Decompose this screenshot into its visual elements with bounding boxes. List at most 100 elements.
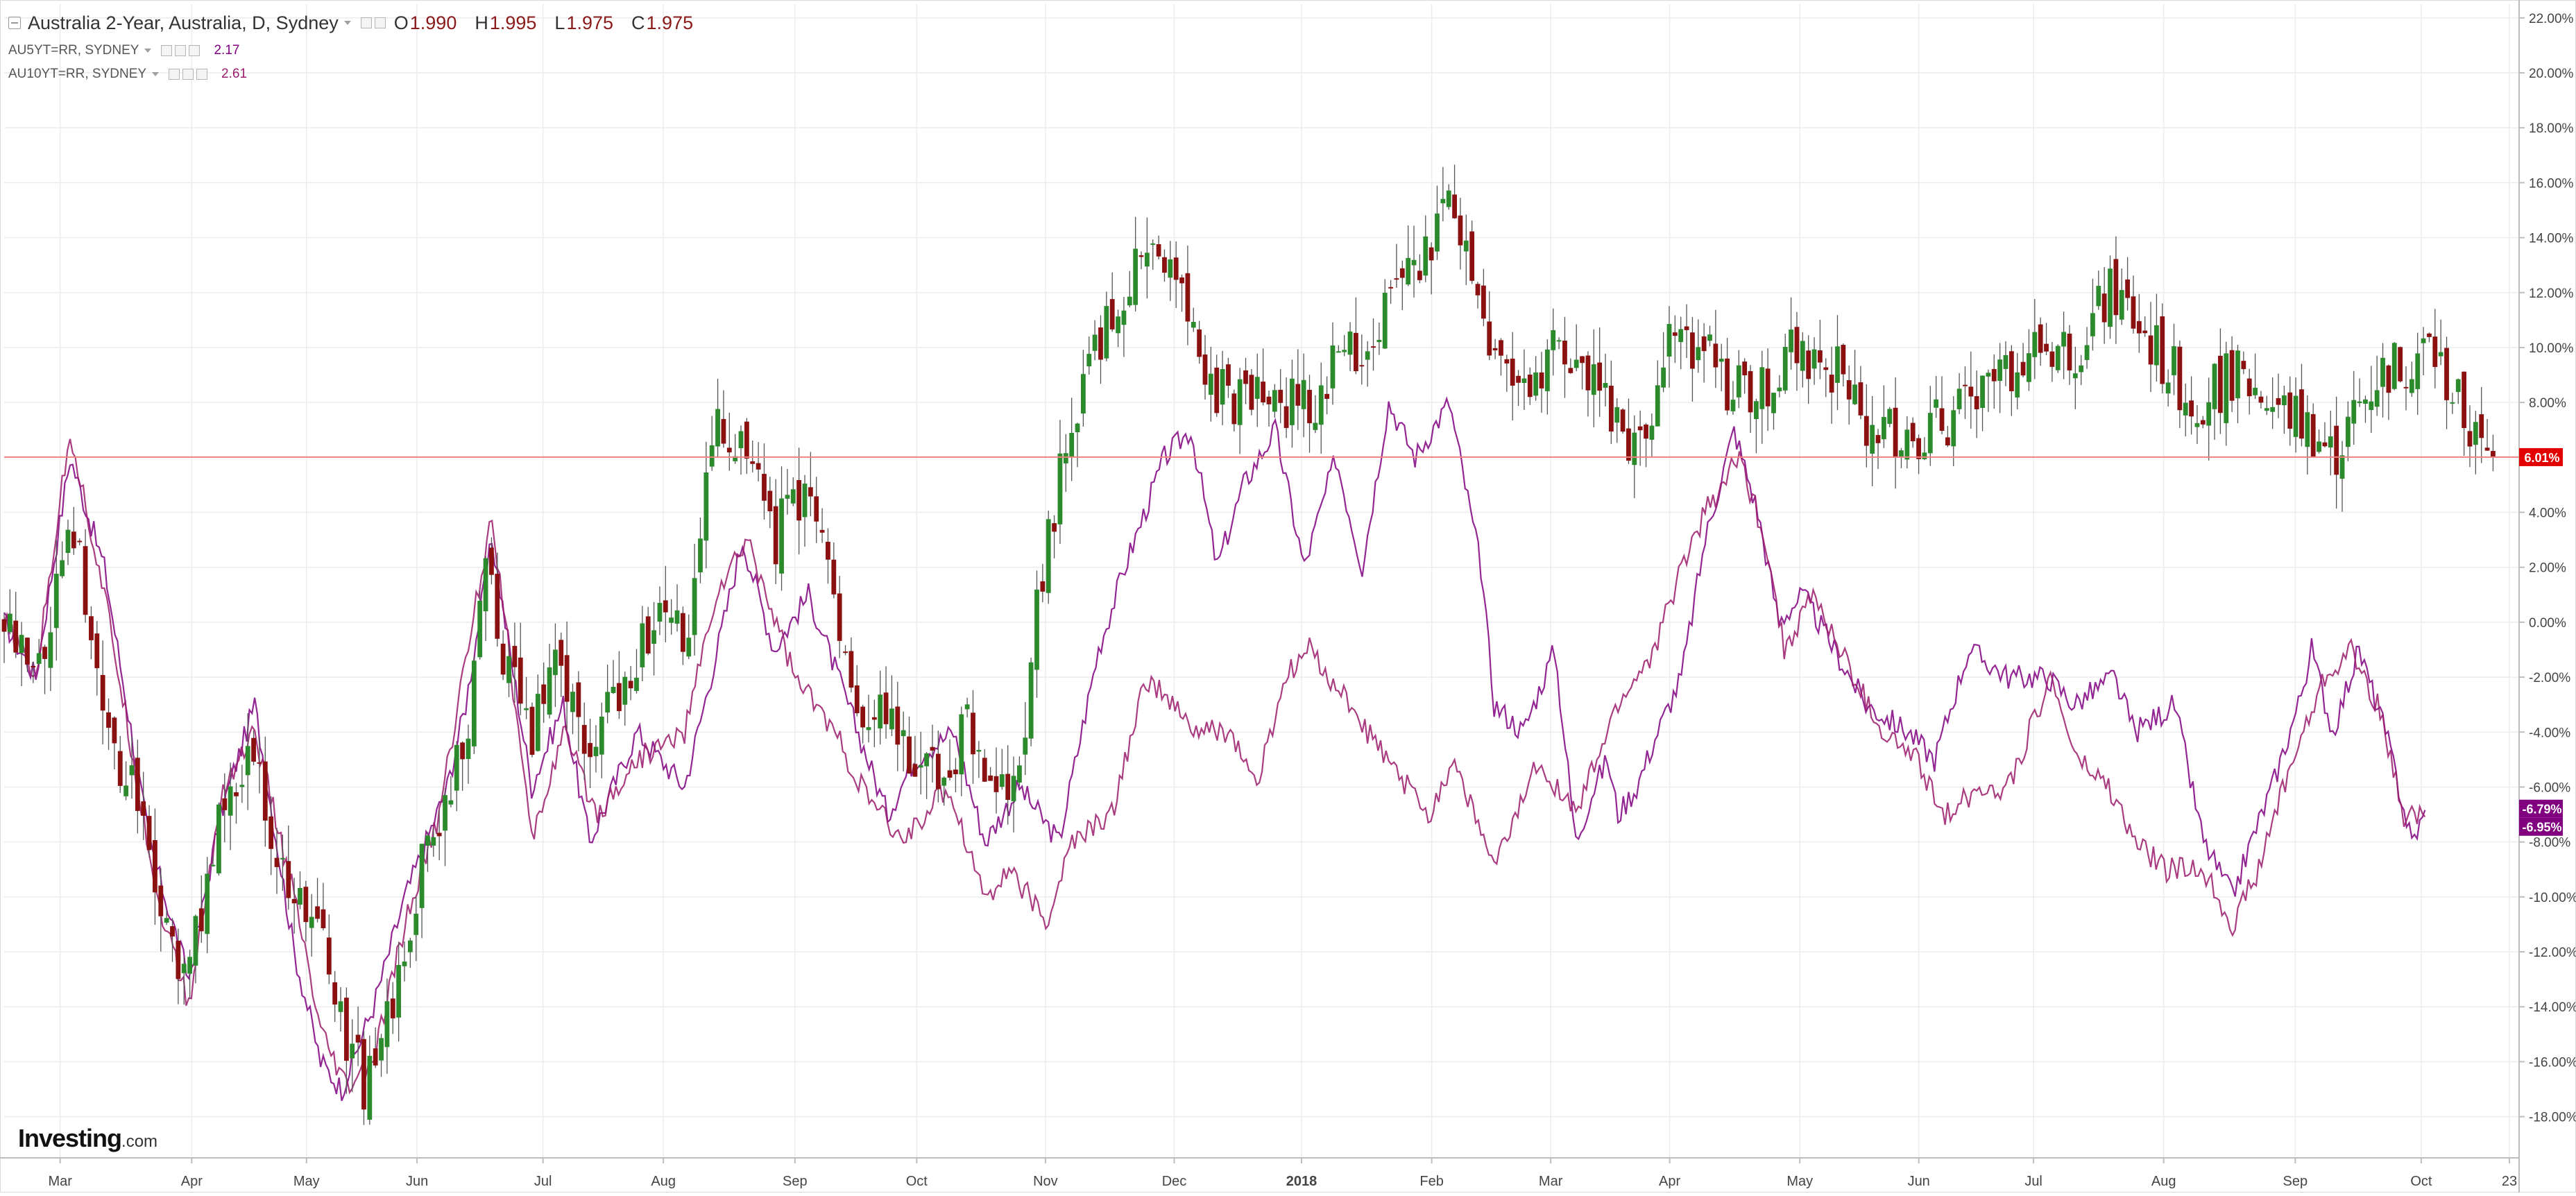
candle-body xyxy=(1794,327,1800,364)
candle-body xyxy=(883,692,889,724)
candle-body xyxy=(1608,385,1614,432)
candle-body xyxy=(2264,408,2269,411)
candle-body xyxy=(1109,299,1115,330)
candle-body xyxy=(1910,422,1916,442)
candle-body xyxy=(425,835,430,846)
settings-icon[interactable] xyxy=(169,69,180,80)
candle-body xyxy=(1359,365,1365,367)
candle-body xyxy=(117,751,123,786)
candle-body xyxy=(1440,198,1446,204)
candle-body xyxy=(2374,390,2380,407)
close-icon[interactable] xyxy=(189,45,201,56)
settings-icon[interactable] xyxy=(360,17,372,28)
candle-body xyxy=(1028,662,1034,739)
y-tick-label: -4.00% xyxy=(2529,726,2570,740)
candle-body xyxy=(634,677,639,691)
candle-body xyxy=(2101,293,2107,323)
candle-body xyxy=(2096,286,2101,307)
x-tick-label: Feb xyxy=(1419,1174,1443,1189)
candle-body xyxy=(2484,447,2490,451)
candle-body xyxy=(315,906,320,919)
candle-body xyxy=(819,529,825,533)
series-value: 2.17 xyxy=(214,43,240,58)
legend-main-series[interactable]: Australia 2-Year, Australia, D, Sydney O… xyxy=(8,7,706,39)
au10y-price-label-bg xyxy=(2519,817,2563,836)
candle-body xyxy=(153,840,157,893)
chevron-down-icon[interactable] xyxy=(152,72,160,76)
candle-body xyxy=(762,474,767,501)
candle-body xyxy=(1754,401,1759,420)
candle-body xyxy=(2079,365,2084,373)
y-tick-label: 4.00% xyxy=(2529,506,2566,521)
visibility-icon[interactable] xyxy=(182,69,194,80)
investing-logo[interactable]: Investing.com xyxy=(18,1124,158,1152)
chevron-down-icon[interactable] xyxy=(144,49,152,53)
candle-body xyxy=(454,744,459,791)
y-tick-label: -16.00% xyxy=(2529,1055,2576,1070)
candle-body xyxy=(443,795,447,831)
candle-body xyxy=(332,982,338,1005)
candle-body xyxy=(907,736,912,774)
candle-body xyxy=(1452,194,1457,219)
candle-body xyxy=(1771,393,1776,413)
candle-body xyxy=(1283,406,1289,428)
candle-body xyxy=(198,908,204,932)
candle-body xyxy=(918,765,923,768)
ohlc-high: H1.995 xyxy=(475,12,537,33)
candle-body xyxy=(2183,402,2188,416)
candle-body xyxy=(686,638,692,657)
candle-body xyxy=(674,610,680,624)
candle-body xyxy=(1927,413,1933,454)
candle-body xyxy=(1446,190,1451,207)
candle-body xyxy=(2044,343,2049,352)
candle-body xyxy=(947,770,953,778)
candle-body xyxy=(860,706,866,728)
candle-body xyxy=(2467,431,2473,447)
visibility-icon[interactable] xyxy=(175,45,187,56)
candle-body xyxy=(2027,353,2031,382)
candle-body xyxy=(1661,367,1666,388)
candle-body xyxy=(205,873,210,934)
close-icon[interactable] xyxy=(196,69,208,80)
candle-body xyxy=(1052,523,1057,532)
candle-body xyxy=(1243,370,1248,384)
candle-body xyxy=(2479,414,2484,438)
candle-body xyxy=(286,861,291,898)
candle-body xyxy=(581,725,587,754)
candle-body xyxy=(89,616,94,640)
candle-body xyxy=(210,864,216,866)
candle-body xyxy=(1626,428,1631,461)
candle-body xyxy=(1104,306,1109,359)
candle-body xyxy=(48,632,53,668)
candle-body xyxy=(1980,375,1985,409)
legend-series-au10y[interactable]: AU10YT=RR, SYDNEY 2.61 xyxy=(8,62,706,86)
candle-body xyxy=(1852,384,1857,404)
candle-body xyxy=(483,558,488,612)
candle-body xyxy=(1620,409,1626,432)
candle-body xyxy=(1063,453,1068,463)
candle-body xyxy=(2142,330,2148,334)
y-tick-label: 8.00% xyxy=(2529,396,2566,411)
candle-body xyxy=(1266,396,1272,404)
settings-icon[interactable] xyxy=(161,45,173,56)
candle-body xyxy=(506,656,511,683)
legend-series-au5y[interactable]: AU5YT=RR, SYDNEY 2.17 xyxy=(8,39,706,62)
candle-body xyxy=(959,714,964,775)
x-tick-label: Oct xyxy=(906,1174,928,1189)
candle-body xyxy=(2177,346,2183,411)
visibility-icon[interactable] xyxy=(374,17,386,28)
candle-body xyxy=(971,712,975,755)
chevron-down-icon[interactable] xyxy=(343,21,351,25)
x-tick-label: Dec xyxy=(1162,1174,1187,1189)
candle-body xyxy=(2165,382,2171,394)
candle-body xyxy=(477,601,483,658)
x-tick-label: Nov xyxy=(1033,1174,1058,1189)
candle-body xyxy=(2287,392,2293,429)
candle-body xyxy=(53,574,59,629)
candle-body xyxy=(431,837,436,846)
candle-body xyxy=(2212,364,2217,409)
x-tick-label: Jul xyxy=(534,1174,552,1189)
collapse-toggle-icon[interactable] xyxy=(8,17,21,29)
